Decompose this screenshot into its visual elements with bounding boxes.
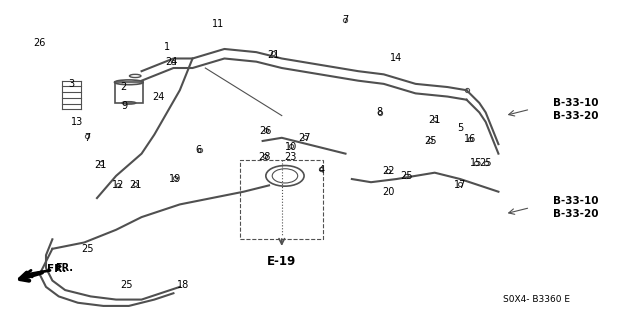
Text: 24: 24 bbox=[165, 57, 178, 67]
Text: 25: 25 bbox=[121, 280, 133, 290]
Text: 9: 9 bbox=[122, 101, 127, 111]
Text: E-19: E-19 bbox=[267, 255, 296, 268]
Text: 7: 7 bbox=[342, 15, 349, 25]
Text: 26: 26 bbox=[33, 38, 46, 48]
Text: 25: 25 bbox=[401, 171, 413, 181]
Text: FR.: FR. bbox=[47, 264, 67, 275]
Text: 10: 10 bbox=[285, 142, 297, 152]
Text: 28: 28 bbox=[259, 152, 271, 162]
Text: S0X4- B3360 E: S0X4- B3360 E bbox=[503, 295, 570, 304]
Text: B-33-10: B-33-10 bbox=[552, 98, 598, 108]
Text: 21: 21 bbox=[268, 50, 280, 60]
Text: 22: 22 bbox=[382, 166, 394, 176]
Text: 21: 21 bbox=[429, 115, 441, 125]
Text: 27: 27 bbox=[298, 133, 311, 143]
Bar bbox=[115, 82, 143, 103]
Text: 24: 24 bbox=[152, 92, 165, 101]
Text: 19: 19 bbox=[168, 174, 181, 184]
Text: 21: 21 bbox=[95, 160, 107, 170]
Text: 2: 2 bbox=[120, 82, 127, 92]
Text: B-33-20: B-33-20 bbox=[552, 209, 598, 219]
Text: 4: 4 bbox=[318, 164, 324, 174]
Text: 7: 7 bbox=[84, 133, 90, 143]
Text: 6: 6 bbox=[196, 146, 202, 156]
Bar bbox=[241, 160, 323, 239]
Text: 12: 12 bbox=[112, 180, 124, 190]
Text: 14: 14 bbox=[390, 53, 403, 63]
Text: B-33-10: B-33-10 bbox=[552, 196, 598, 206]
Text: 25: 25 bbox=[424, 136, 436, 146]
Text: B-33-20: B-33-20 bbox=[552, 111, 598, 121]
Text: 21: 21 bbox=[129, 180, 141, 190]
Text: 1: 1 bbox=[164, 42, 170, 52]
Text: 11: 11 bbox=[212, 19, 224, 28]
Text: 18: 18 bbox=[177, 280, 189, 290]
Text: 17: 17 bbox=[454, 180, 467, 190]
Text: 25: 25 bbox=[479, 158, 492, 168]
Text: 25: 25 bbox=[81, 244, 93, 254]
Text: 26: 26 bbox=[260, 126, 272, 136]
Text: 16: 16 bbox=[463, 134, 476, 144]
Text: 5: 5 bbox=[457, 123, 463, 133]
Text: 8: 8 bbox=[377, 108, 383, 117]
Text: 3: 3 bbox=[68, 79, 74, 89]
Text: 20: 20 bbox=[383, 187, 395, 197]
Text: 23: 23 bbox=[284, 152, 296, 162]
Text: FR.: FR. bbox=[25, 263, 74, 277]
Text: 15: 15 bbox=[470, 158, 483, 168]
Text: 13: 13 bbox=[70, 117, 83, 127]
